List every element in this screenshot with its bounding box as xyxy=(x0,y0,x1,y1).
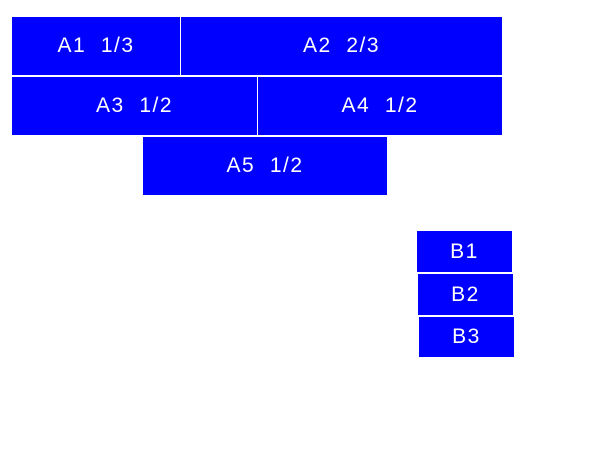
box-b2[interactable]: B2 xyxy=(418,274,513,315)
box-a2[interactable]: A2 2/3 xyxy=(181,17,502,75)
box-b1[interactable]: B1 xyxy=(417,231,512,272)
box-a1[interactable]: A1 1/3 xyxy=(12,17,180,75)
box-a3[interactable]: A3 1/2 xyxy=(12,77,257,135)
box-b3[interactable]: B3 xyxy=(419,317,514,357)
box-a5[interactable]: A5 1/2 xyxy=(143,137,387,195)
box-a4[interactable]: A4 1/2 xyxy=(258,77,502,135)
